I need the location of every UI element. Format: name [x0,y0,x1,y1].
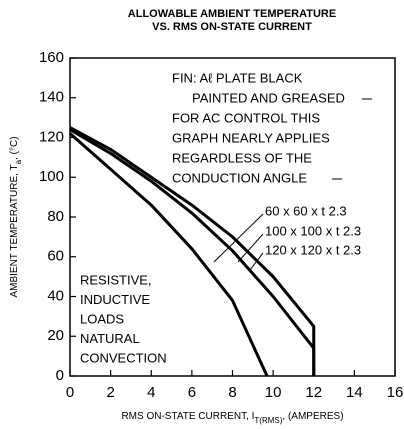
y-tick-label: 60 [47,248,64,265]
x-tick-label: 8 [228,384,236,401]
y-tick-label: 80 [47,208,64,225]
xlabel-label-part: , (AMPERES) [282,411,343,422]
ylabel-label: AMBIENT TEMPERATURE, Ta, (°C) [9,136,23,297]
series-label: 120 x 120 x t 2.3 [265,242,361,257]
series-line [69,128,316,376]
annotation: NATURAL [80,331,140,346]
ylabel-label-part: AMBIENT TEMPERATURE, T [9,164,20,297]
chart-title: VS. RMS ON-STATE CURRENT [152,21,312,33]
xlabel-label-part: T(RMS) [254,416,282,425]
ylabel-label-part: a [14,159,23,164]
x-tick-label: 6 [188,384,196,401]
x-tick-label: 16 [387,384,404,401]
annotation: RESISTIVE, [80,272,152,287]
ylabel-label-part: , (°C) [9,136,20,159]
y-tick-label: 40 [47,287,64,304]
leader-line [249,252,264,271]
annotation: FOR AC CONTROL THIS [172,110,320,125]
annotation: FIN: Aℓ PLATE BLACK [172,70,303,85]
series-line [69,132,269,377]
xlabel-label: RMS ON-STATE CURRENT, IT(RMS), (AMPERES) [121,411,343,425]
annotation: REGARDLESS OF THE [172,150,312,165]
chart-title: ALLOWABLE AMBIENT TEMPERATURE [128,8,336,20]
x-tick-label: 0 [66,384,74,401]
annotation: PAINTED AND GREASED [192,90,345,105]
xlabel-label-part: RMS ON-STATE CURRENT, I [121,411,254,422]
x-tick-label: 4 [147,384,155,401]
leader-line [237,233,264,263]
x-tick-label: 2 [106,384,114,401]
annotation: INDUCTIVE [80,292,150,307]
y-tick-label: 20 [47,327,64,344]
y-tick-label: 160 [39,49,64,66]
series-line [69,126,316,376]
y-tick-label: 0 [56,367,64,384]
x-tick-label: 12 [305,384,322,401]
y-tick-label: 140 [39,89,64,106]
y-tick-label: 120 [39,128,64,145]
annotation: CONDUCTION ANGLE [172,170,307,185]
annotation: CONVECTION [80,350,167,365]
y-tick-label: 100 [39,168,64,185]
leader-line [213,213,264,263]
annotation: GRAPH NEARLY APPLIES [172,130,330,145]
x-tick-label: 14 [346,384,363,401]
series-label: 60 x 60 x t 2.3 [265,203,347,218]
series-label: 100 x 100 x t 2.3 [265,223,361,238]
x-tick-label: 10 [265,384,282,401]
annotation: LOADS [80,311,124,326]
